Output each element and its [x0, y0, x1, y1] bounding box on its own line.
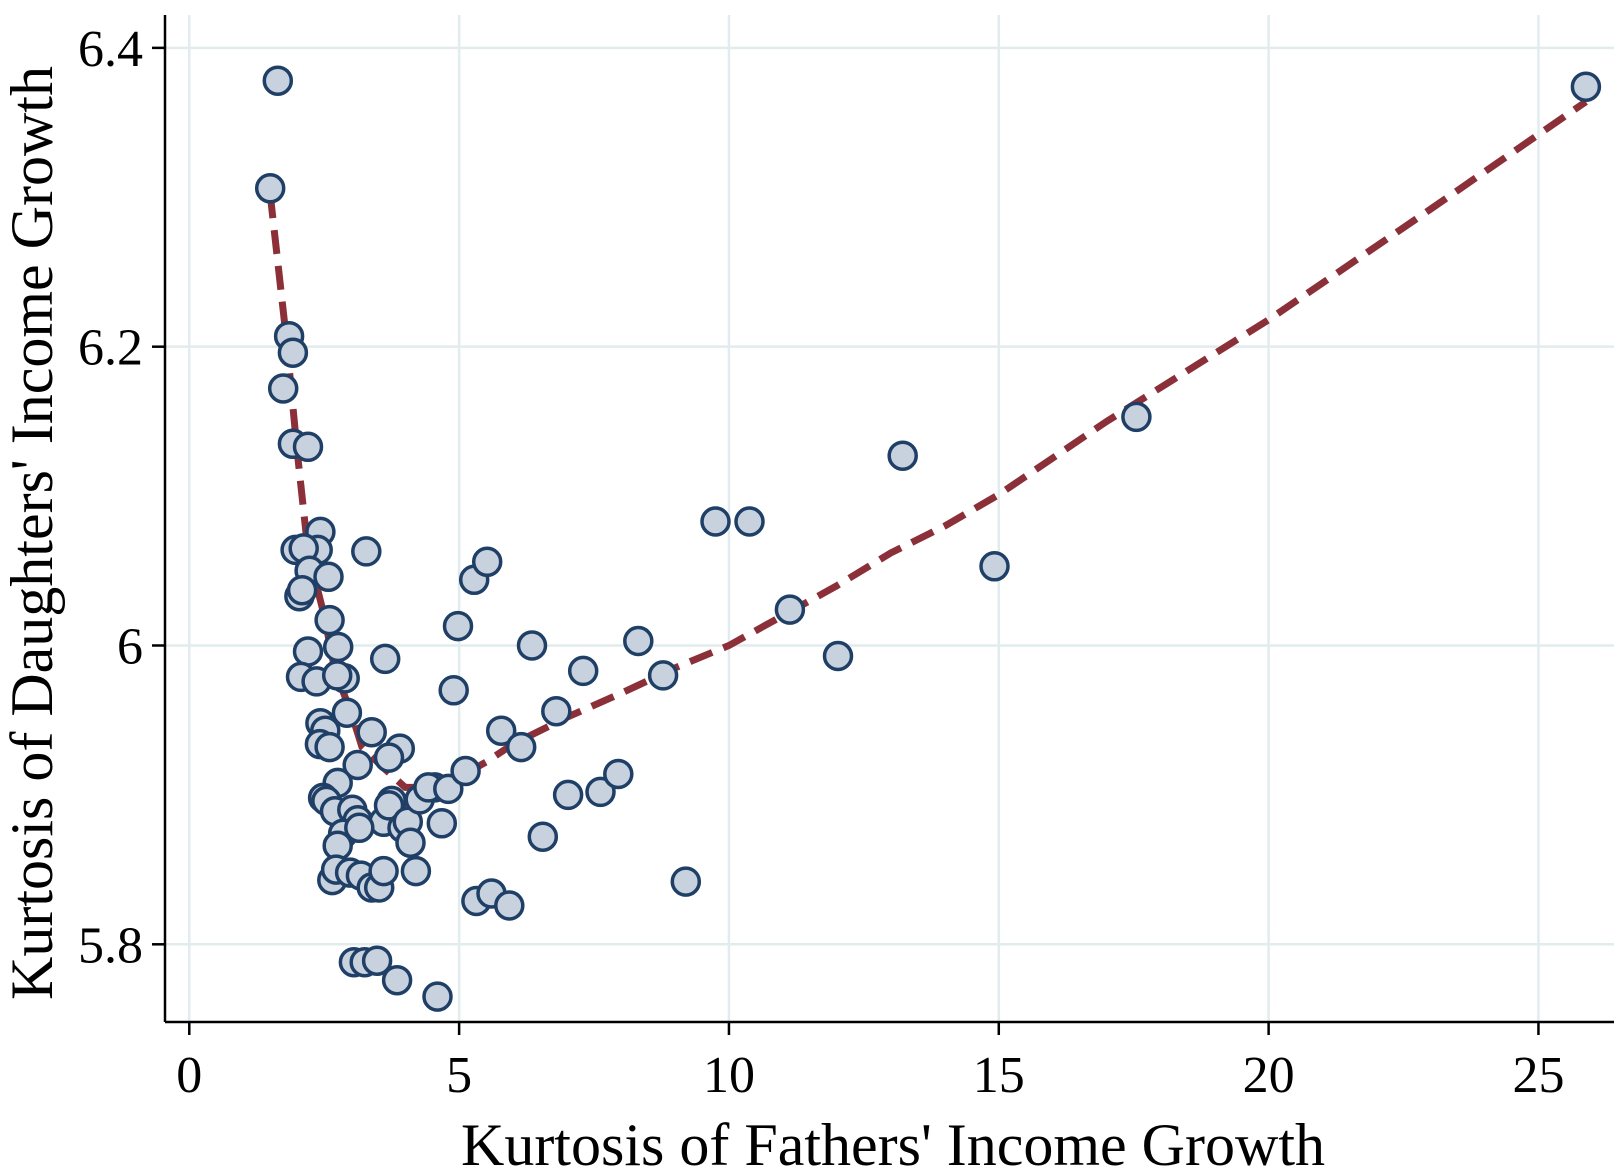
scatter-point	[541, 695, 572, 727]
scatter-point	[822, 640, 854, 672]
scatter-point	[670, 866, 702, 897]
scatter-point	[368, 855, 399, 887]
scatter-point	[603, 758, 634, 790]
scatter-point	[1570, 71, 1602, 102]
y-axis-title: Kurtosis of Daughters' Income Growth	[0, 66, 65, 1000]
scatter-point	[373, 790, 405, 821]
scatter-point	[262, 65, 294, 96]
scatter-point	[438, 675, 469, 706]
scatter-point	[361, 945, 393, 976]
scatter-point	[505, 731, 537, 763]
scatter-point	[516, 630, 548, 661]
scatter-point	[254, 173, 286, 204]
scatter-point	[351, 536, 382, 567]
scatter-point	[292, 431, 324, 463]
y-tick-label: 6.4	[78, 21, 143, 78]
scatter-point	[426, 808, 458, 839]
scatter-point	[433, 773, 464, 805]
scatter-point	[623, 625, 654, 657]
scatter-point	[313, 561, 344, 593]
scatter-point	[356, 716, 387, 748]
scatter-point	[331, 697, 363, 728]
scatter-point	[450, 755, 481, 787]
x-tick-label: 20	[1243, 1047, 1295, 1104]
x-axis-title: Kurtosis of Fathers' Income Growth	[461, 1112, 1325, 1170]
scatter-point	[422, 981, 453, 1012]
scatter-point	[314, 731, 345, 763]
scatter-point	[471, 546, 503, 578]
x-tick-label: 25	[1512, 1047, 1564, 1104]
scatter-point	[286, 574, 318, 606]
x-tick-label: 0	[176, 1047, 202, 1104]
data-points-layer	[254, 65, 1602, 1012]
scatter-point	[1121, 401, 1152, 433]
scatter-point	[887, 440, 918, 471]
y-tick-label: 6.2	[78, 320, 143, 377]
scatter-point	[267, 373, 299, 404]
tick-labels: 0 5 10 15 20 25 5.8 6 6.2 6.4	[78, 21, 1564, 1104]
scatter-point	[647, 660, 679, 691]
scatter-point	[322, 631, 354, 663]
scatter-point	[585, 776, 616, 808]
scatter-point	[342, 749, 373, 781]
scatter-point	[395, 827, 426, 858]
axes	[152, 15, 1614, 1035]
scatter-point	[292, 636, 324, 667]
scatter-point	[734, 506, 765, 537]
scatter-point	[369, 643, 401, 675]
scatter-point	[277, 337, 309, 368]
x-tick-label: 10	[703, 1047, 755, 1104]
scatter-point	[979, 551, 1010, 582]
scatter-point	[442, 610, 474, 642]
grid-lines	[165, 15, 1614, 1022]
y-tick-label: 5.8	[78, 917, 143, 974]
scatter-point	[700, 506, 731, 537]
scatter-point	[400, 855, 432, 887]
scatter-point	[344, 812, 375, 844]
scatter-point	[314, 604, 345, 636]
scatter-point	[552, 779, 584, 811]
x-tick-label: 15	[973, 1047, 1025, 1104]
scatter-point	[527, 821, 559, 852]
x-tick-label: 5	[446, 1047, 472, 1104]
scatter-point	[373, 742, 405, 773]
scatter-point	[381, 964, 413, 996]
scatter-point	[774, 594, 806, 625]
scatter-point	[494, 890, 525, 921]
y-tick-label: 6	[117, 618, 143, 675]
scatter-point	[567, 655, 599, 687]
scatter-point	[321, 660, 353, 691]
scatter-point	[485, 715, 517, 746]
